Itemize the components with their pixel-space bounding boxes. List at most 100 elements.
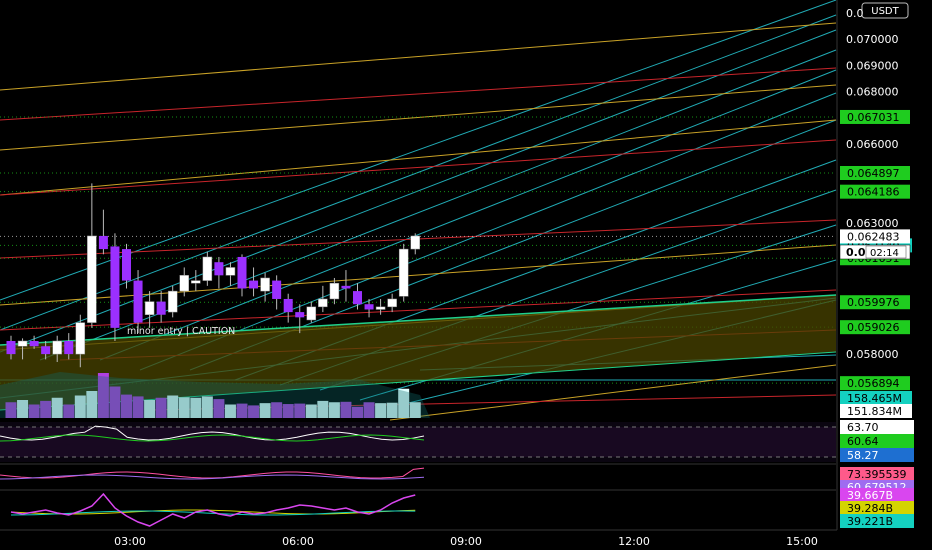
red-trend-line: [0, 289, 837, 331]
yellow-trend-line: [389, 364, 837, 421]
candle-body: [122, 249, 131, 281]
volume-bar: [97, 373, 109, 418]
candle-body: [41, 346, 51, 355]
obv-ma-line: [10, 509, 416, 515]
level-badge-label: 0.059976: [847, 296, 900, 309]
candle-body: [6, 340, 16, 355]
volume-badge-label: 158.465M: [847, 392, 902, 405]
price-tick-label: 0.068000: [846, 86, 899, 99]
red-trend-line: [0, 139, 837, 196]
volume-bar: [63, 404, 75, 418]
indicator-badge-label: 63.70: [847, 421, 879, 434]
indicator-panes: [0, 422, 836, 527]
price-tick-label: 0.063000: [846, 217, 899, 230]
price-tick-label: 0.058000: [846, 348, 899, 361]
indicator-badge: [840, 501, 914, 515]
volume-bar: [213, 399, 225, 418]
volume-bar: [51, 397, 63, 418]
candle-body: [329, 282, 340, 300]
candle-body: [364, 304, 374, 310]
price-tick-label: 0.066000: [846, 138, 899, 151]
level-badge-label: 0.059026: [847, 321, 900, 334]
rsi-band: [0, 427, 836, 457]
volume-badge: [840, 391, 912, 405]
candle-body: [398, 248, 409, 297]
countdown-label: 02:14: [870, 248, 899, 259]
volume-bar: [375, 403, 387, 418]
indicator-badge: [840, 448, 914, 462]
candle-body: [144, 301, 155, 315]
volume-bar: [121, 394, 132, 418]
volume-bar: [109, 386, 121, 418]
level-badge: [840, 166, 910, 181]
indicator-badge-label: 60.64: [847, 435, 879, 448]
level-badge-label: 0.067031: [847, 111, 900, 124]
candle-body: [167, 290, 178, 313]
volume-bar: [340, 401, 352, 418]
volume-badge: [840, 404, 912, 418]
countdown-prefix: 0.0: [846, 246, 866, 259]
volume-bar: [201, 396, 213, 418]
indicator-badge: [840, 434, 914, 448]
volume-bar: [236, 403, 248, 418]
volume-bar: [5, 402, 17, 418]
indicator-badge-label: 39.284B: [847, 502, 893, 515]
time-tick-label: 03:00: [114, 535, 146, 548]
fan-line: [0, 0, 837, 301]
level-badge: [840, 295, 910, 310]
candle-body: [237, 256, 247, 289]
level-badge: [840, 184, 910, 199]
level-badge-label: 0.064897: [847, 167, 900, 180]
candle-body: [191, 280, 201, 284]
volume-area: [0, 372, 430, 418]
time-axis: 03:00 06:00 09:00 12:00 15:00: [114, 535, 818, 548]
volume-bar: [271, 402, 283, 418]
volume-bar: [294, 403, 306, 418]
volume-bar: [132, 396, 144, 418]
volume-bar: [317, 400, 329, 418]
currency-badge: [861, 2, 909, 19]
obv-line: [10, 492, 416, 527]
time-tick-label: 06:00: [282, 535, 314, 548]
indicator-badge-label: 58.27: [847, 449, 879, 462]
volume-bar: [40, 400, 52, 418]
volume-bar: [28, 404, 40, 418]
volume-badge-label: 151.834M: [847, 405, 902, 418]
candle-body: [98, 235, 108, 250]
candle-body: [52, 340, 62, 355]
yellow-trend-line: [0, 22, 837, 91]
volume-bar: [352, 406, 363, 418]
current-price-badge-label: 0.062483: [847, 230, 900, 243]
candle-body: [29, 340, 39, 347]
level-badge-label: 0.064186: [847, 186, 900, 199]
candle-body: [272, 280, 282, 299]
volume-bar: [398, 388, 410, 418]
volume-bar: [305, 404, 317, 418]
volume-bar: [363, 402, 375, 418]
countdown-box: [865, 245, 907, 259]
indicator-badge-label: 39.221B: [847, 515, 893, 528]
indicator-badge: [840, 514, 914, 528]
volume-bar: [17, 400, 29, 418]
level-badge: [840, 320, 910, 335]
obv-ma2-line: [10, 510, 416, 516]
candle-body: [17, 340, 28, 347]
candle-body: [410, 235, 420, 250]
volume-bar: [167, 395, 179, 418]
candle-body: [375, 306, 386, 310]
rsi-line: [0, 425, 425, 441]
candle-body: [110, 246, 120, 328]
volume-bar: [386, 402, 398, 418]
volume-bar: [155, 397, 167, 418]
price-tick-partial: 0.0: [846, 7, 864, 20]
candle-body: [202, 256, 213, 281]
price-axis: USDT 0.0 0.070000 0.069000 0.068000 0.066000 0…: [838, 0, 932, 530]
time-tick-label: 09:00: [450, 535, 482, 548]
current-price-badge: [840, 229, 910, 244]
time-tick-label: 12:00: [618, 535, 650, 548]
candle-body: [249, 280, 259, 289]
fan-line: [99, 69, 837, 361]
candle-body: [341, 285, 351, 289]
